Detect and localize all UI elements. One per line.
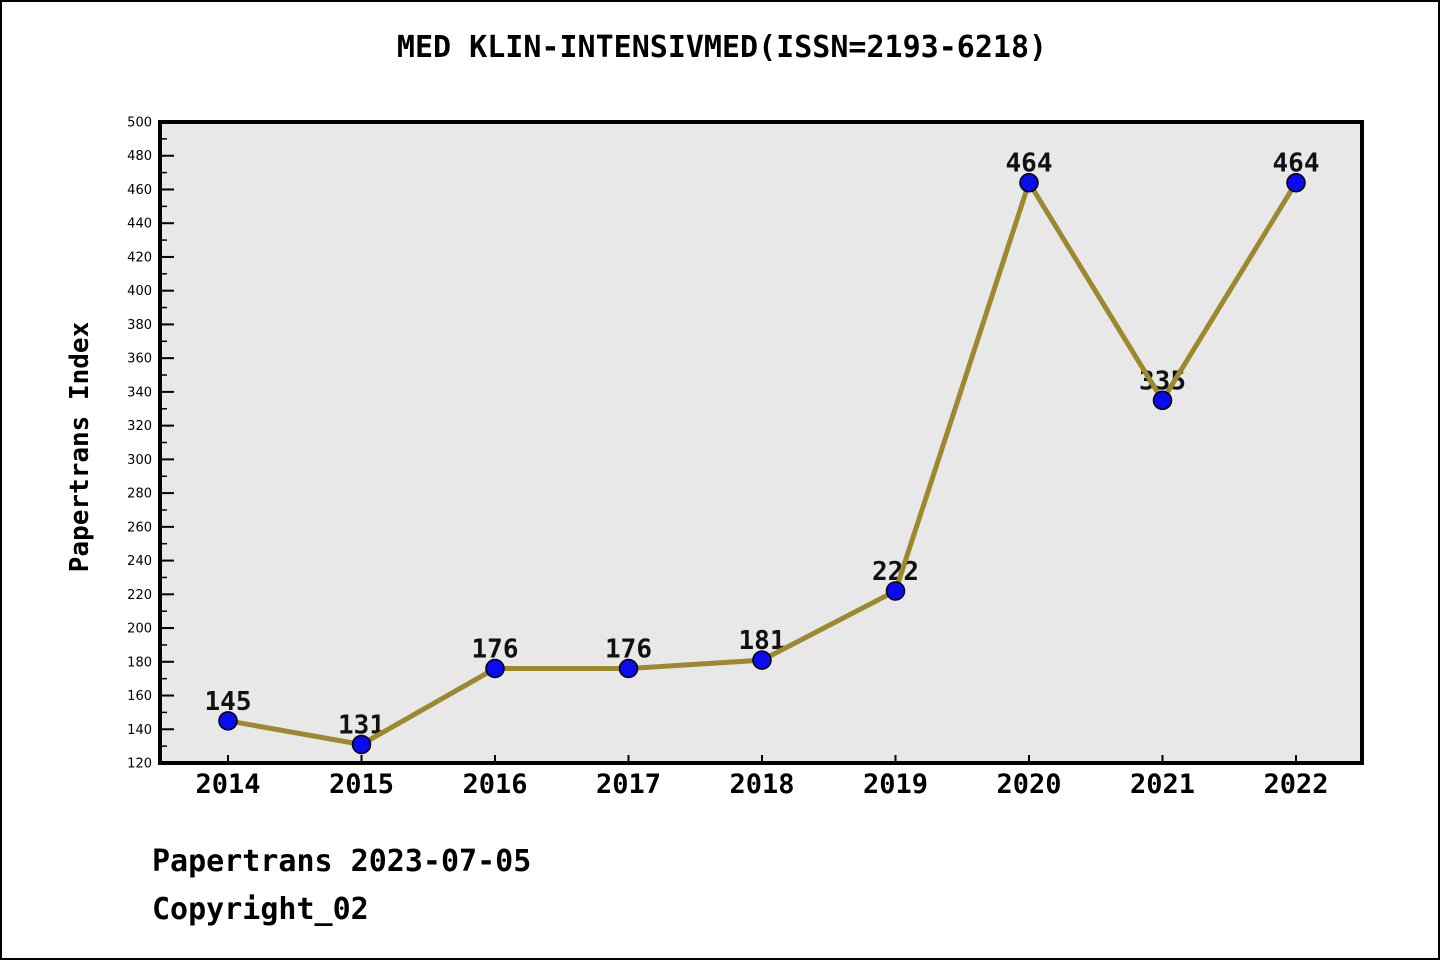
y-tick-label: 140 xyxy=(127,723,152,738)
x-tick-label: 2019 xyxy=(863,769,928,800)
data-point-marker xyxy=(885,581,906,601)
x-tick-label: 2017 xyxy=(596,769,661,800)
data-point-marker xyxy=(351,734,372,755)
chart-title: MED KLIN-INTENSIVMED(ISSN=2193-6218) xyxy=(396,30,1048,65)
data-point-marker xyxy=(752,650,772,670)
y-tick-label: 460 xyxy=(127,183,152,198)
y-tick-label: 280 xyxy=(127,487,152,502)
y-tick-label: 260 xyxy=(127,520,152,535)
y-tick-label: 480 xyxy=(127,149,152,164)
y-tick-label: 220 xyxy=(127,588,152,603)
data-point-marker xyxy=(1286,172,1306,193)
y-tick-label: 340 xyxy=(127,385,152,400)
x-tick-label: 2022 xyxy=(1263,769,1328,800)
data-point-marker xyxy=(485,658,505,679)
y-tick-label: 160 xyxy=(127,689,152,704)
y-tick-label: 440 xyxy=(127,217,152,232)
y-tick-label: 200 xyxy=(127,622,152,637)
y-tick-label: 360 xyxy=(127,352,152,367)
y-tick-label: 180 xyxy=(127,655,152,670)
y-tick-label: 400 xyxy=(127,284,152,299)
x-tick-label: 2016 xyxy=(462,769,527,800)
x-tick-label: 2018 xyxy=(729,769,794,800)
data-point-marker xyxy=(1152,390,1173,411)
data-point-marker xyxy=(1019,172,1039,193)
data-point-marker xyxy=(618,658,639,679)
y-tick-label: 240 xyxy=(127,554,152,569)
y-tick-label: 380 xyxy=(127,318,152,333)
y-tick-label: 120 xyxy=(127,757,152,772)
x-tick-label: 2021 xyxy=(1130,769,1195,800)
footer-copyright: Copyright_02 xyxy=(152,892,369,927)
y-tick-label: 500 xyxy=(127,116,152,131)
footer: Papertrans 2023-07-05 Copyright_02 xyxy=(152,838,531,934)
x-tick-label: 2014 xyxy=(195,769,260,800)
footer-date: Papertrans 2023-07-05 xyxy=(152,844,532,879)
x-tick-label: 2015 xyxy=(329,769,394,800)
y-tick-label: 300 xyxy=(127,453,152,468)
data-point-marker xyxy=(218,711,238,731)
y-tick-label: 320 xyxy=(127,419,152,434)
y-tick-label: 420 xyxy=(127,250,152,265)
x-tick-label: 2020 xyxy=(996,769,1061,800)
